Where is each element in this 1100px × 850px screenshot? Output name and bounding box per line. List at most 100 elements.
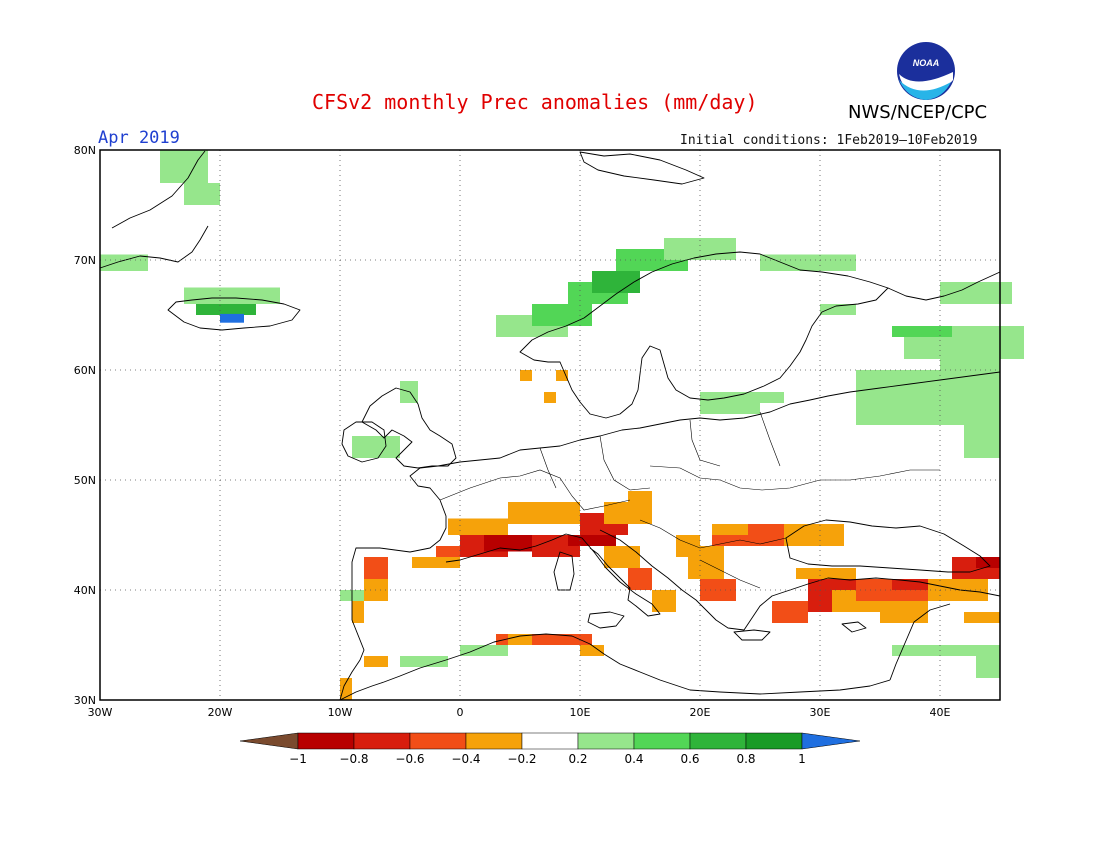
colorbar-segment <box>353 732 411 750</box>
colorbar-label: −0.2 <box>507 752 536 766</box>
anomaly-cell <box>892 326 952 337</box>
country-borders <box>439 411 940 589</box>
anomaly-cell <box>184 287 280 304</box>
anomaly-cell <box>196 304 256 315</box>
coastline-svalbard <box>579 151 705 185</box>
anomaly-cell <box>496 634 592 645</box>
map-frame <box>99 149 1001 701</box>
initial-conditions: Initial conditions: 1Feb2019—10Feb2019 <box>680 133 978 148</box>
anomaly-cell <box>364 656 388 667</box>
agency-label: NWS/NCEP/CPC <box>848 102 988 123</box>
anomaly-cell <box>400 656 448 667</box>
anomaly-cell <box>676 535 700 557</box>
anomaly-cell <box>364 557 388 579</box>
anomaly-cell <box>880 601 928 623</box>
lat-tick-label: 40N <box>74 584 96 597</box>
anomaly-cell <box>544 392 556 403</box>
anomaly-cell <box>508 634 532 645</box>
coastline-greenland <box>99 150 209 269</box>
anomaly-cell <box>736 392 784 403</box>
lat-tick-label: 50N <box>74 474 96 487</box>
map-title: CFSv2 monthly Prec anomalies (mm/day) <box>312 90 758 114</box>
colorbar-segment <box>521 732 579 750</box>
anomaly-cell <box>964 392 1000 458</box>
anomaly-cell <box>160 150 208 183</box>
anomaly-cell <box>532 304 592 326</box>
anomaly-cell <box>556 370 568 381</box>
anomaly-cell <box>184 183 220 205</box>
forecast-month: Apr 2019 <box>98 128 180 148</box>
anomaly-cell <box>520 370 532 381</box>
lat-tick-label: 80N <box>74 144 96 157</box>
noaa-logo-text: NOAA <box>913 58 940 68</box>
anomaly-cell <box>412 557 460 568</box>
coastline-ireland <box>341 421 387 463</box>
lon-tick-label: 20W <box>208 706 233 719</box>
anomaly-cell <box>712 524 748 535</box>
longitude-labels: 30W 20W 10W 0 10E 20E 30E 40E <box>88 706 951 719</box>
anomaly-cell <box>772 601 808 623</box>
anomaly-cell <box>976 645 1000 678</box>
anomaly-cell <box>892 579 952 590</box>
lon-tick-label: 10W <box>328 706 353 719</box>
colorbar-label: 0.8 <box>736 752 755 766</box>
coastlines <box>99 150 1001 701</box>
anomaly-cell <box>628 568 652 590</box>
anomaly-cell <box>700 579 736 601</box>
coastline-levant <box>889 603 951 681</box>
coastline-mediterranean-north <box>445 529 1001 631</box>
colorbar-label: 0.6 <box>680 752 699 766</box>
colorbar-label: 0.2 <box>568 752 587 766</box>
anomaly-cell <box>628 491 652 513</box>
graticule <box>100 150 1000 700</box>
anomaly-cell <box>796 568 856 579</box>
coastline-scandinavia <box>519 251 889 419</box>
anomaly-cell <box>508 502 580 524</box>
colorbar-label: −0.4 <box>451 752 480 766</box>
anomaly-cell <box>220 313 244 323</box>
latitude-labels: 80N 70N 60N 50N 40N 30N <box>74 144 96 707</box>
coastline-africa <box>339 633 891 701</box>
anomaly-cell <box>460 645 508 656</box>
lat-tick-label: 70N <box>74 254 96 267</box>
anomaly-cell <box>652 590 676 612</box>
colorbar-segment <box>409 732 467 750</box>
anomaly-cell <box>448 518 508 535</box>
lon-tick-label: 40E <box>930 706 951 719</box>
noaa-logo: NOAA <box>895 40 957 106</box>
anomaly-cell <box>340 678 352 700</box>
lon-tick-label: 10E <box>570 706 591 719</box>
colorbar-label: −0.8 <box>339 752 368 766</box>
coastline-crete-cyprus <box>733 621 867 641</box>
lat-tick-label: 60N <box>74 364 96 377</box>
anomaly-cell <box>100 254 148 271</box>
colorbar-label: −0.6 <box>395 752 424 766</box>
coastline-continent <box>339 371 1001 701</box>
colorbar-segment <box>297 732 355 750</box>
anomaly-cell <box>580 645 604 656</box>
colorbar-segment <box>689 732 747 750</box>
anomaly-cell <box>436 546 460 557</box>
anomaly-cell <box>940 359 1000 392</box>
colorbar-segment <box>633 732 691 750</box>
colorbar-label: 1 <box>798 752 806 766</box>
anomaly-cell <box>964 612 1000 623</box>
anomaly-cell <box>352 601 364 623</box>
colorbar-segment <box>465 732 523 750</box>
lon-tick-label: 0 <box>457 706 464 719</box>
coastline-iceland <box>167 297 301 331</box>
anomaly-field <box>100 150 1024 700</box>
colorbar-segment <box>745 732 803 750</box>
colorbar: −1 −0.8 −0.6 −0.4 −0.2 0.2 0.4 0.6 0.8 1 <box>239 732 861 766</box>
anomaly-cell <box>604 546 640 568</box>
coastline-gb <box>361 387 457 469</box>
colorbar-segment <box>577 732 635 750</box>
anomaly-cell <box>760 254 856 271</box>
coastline-black-sea <box>785 519 991 573</box>
anomaly-cell <box>976 557 1000 568</box>
lon-tick-label: 20E <box>690 706 711 719</box>
anomaly-cell <box>592 271 640 293</box>
colorbar-arrow-high <box>801 732 861 750</box>
lon-tick-label: 30W <box>88 706 113 719</box>
